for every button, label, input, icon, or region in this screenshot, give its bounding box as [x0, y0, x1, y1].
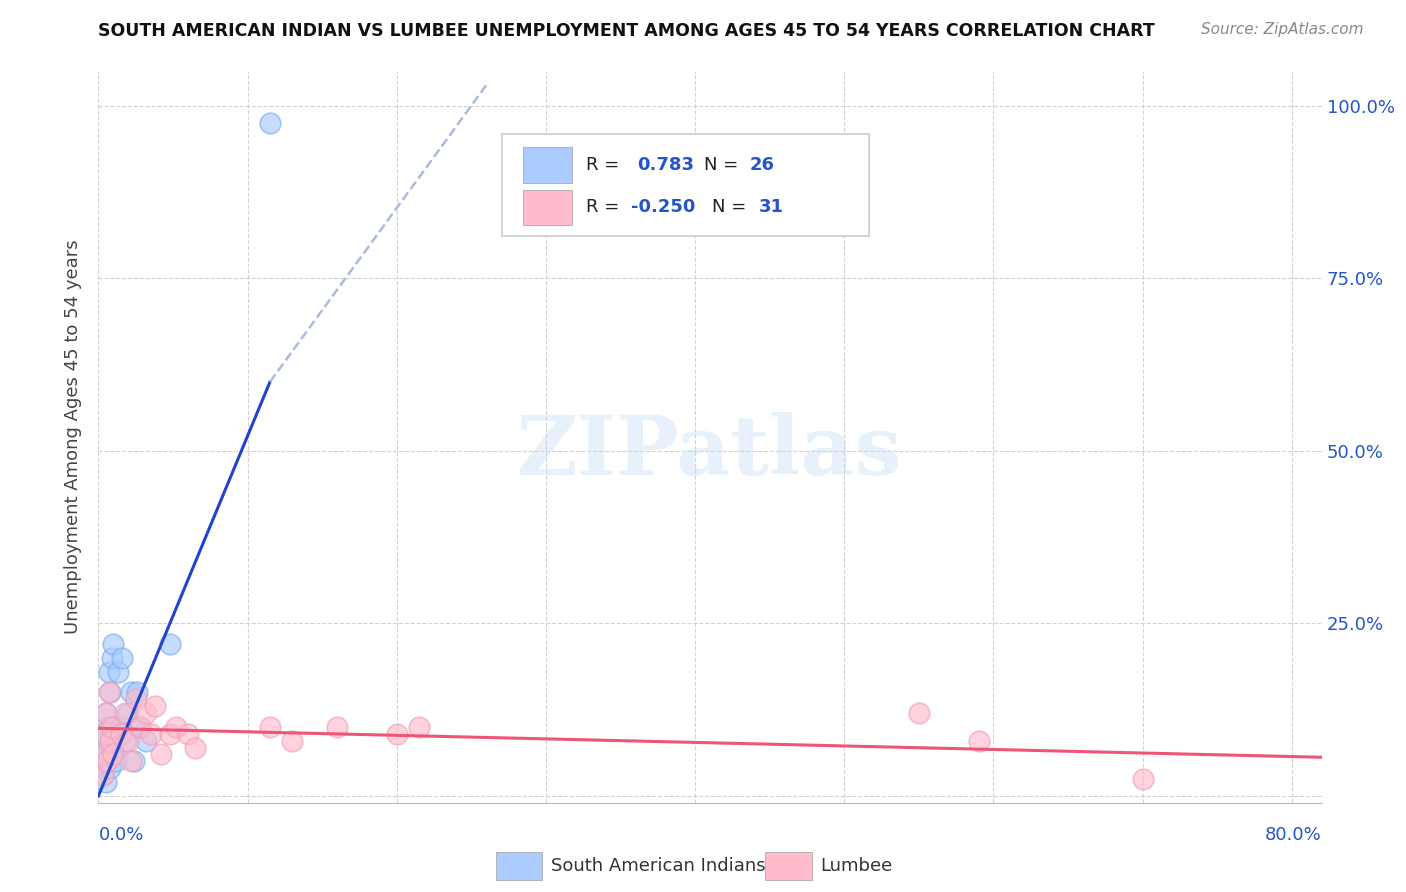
Point: [97, 665, 120, 679]
Point: [96, 755, 118, 769]
Text: South American Indians: South American Indians: [551, 856, 766, 875]
Point: [122, 755, 145, 769]
Point: [143, 699, 166, 714]
Point: [908, 706, 931, 720]
Point: [1132, 772, 1154, 786]
Point: [97, 720, 120, 734]
Point: [120, 755, 142, 769]
Text: ZIPatlas: ZIPatlas: [517, 412, 903, 491]
Text: 31: 31: [759, 198, 785, 217]
Point: [103, 740, 125, 755]
Point: [94, 727, 117, 741]
Point: [94, 733, 117, 747]
Point: [259, 720, 281, 734]
Point: [110, 727, 132, 741]
Point: [110, 720, 132, 734]
Point: [94, 706, 117, 720]
Point: [98, 685, 121, 699]
Point: [103, 637, 125, 651]
Text: 0.0%: 0.0%: [98, 826, 143, 844]
Point: [117, 706, 139, 720]
Point: [259, 116, 281, 130]
Text: 26: 26: [749, 156, 775, 174]
Point: [91, 768, 114, 782]
Y-axis label: Unemployment Among Ages 45 to 54 years: Unemployment Among Ages 45 to 54 years: [65, 240, 83, 634]
Point: [159, 637, 181, 651]
FancyBboxPatch shape: [496, 852, 543, 880]
Point: [129, 720, 152, 734]
Point: [101, 720, 124, 734]
Point: [177, 727, 200, 741]
Point: [98, 733, 121, 747]
Point: [94, 706, 117, 720]
Point: [184, 740, 207, 755]
FancyBboxPatch shape: [523, 190, 572, 225]
Point: [93, 747, 115, 762]
Point: [139, 727, 162, 741]
Point: [101, 651, 124, 665]
Point: [93, 747, 115, 762]
Point: [96, 755, 118, 769]
Point: [281, 733, 304, 747]
Point: [114, 733, 136, 747]
Point: [165, 720, 187, 734]
Point: [107, 665, 129, 679]
Point: [111, 651, 134, 665]
Point: [385, 727, 408, 741]
Text: 80.0%: 80.0%: [1265, 826, 1322, 844]
Point: [135, 706, 157, 720]
Point: [91, 768, 114, 782]
Point: [127, 685, 149, 699]
Point: [94, 775, 117, 789]
Point: [408, 720, 430, 734]
Text: R =: R =: [586, 156, 631, 174]
Point: [129, 720, 152, 734]
Text: Source: ZipAtlas.com: Source: ZipAtlas.com: [1201, 22, 1364, 37]
Point: [159, 727, 181, 741]
Text: SOUTH AMERICAN INDIAN VS LUMBEE UNEMPLOYMENT AMONG AGES 45 TO 54 YEARS CORRELATI: SOUTH AMERICAN INDIAN VS LUMBEE UNEMPLOY…: [98, 22, 1156, 40]
Point: [150, 747, 173, 762]
Text: Lumbee: Lumbee: [820, 856, 893, 875]
Text: -0.250: -0.250: [630, 198, 695, 217]
FancyBboxPatch shape: [523, 147, 572, 183]
Point: [98, 761, 121, 775]
Point: [125, 692, 148, 706]
Point: [103, 747, 125, 762]
FancyBboxPatch shape: [765, 852, 811, 880]
Text: N =: N =: [713, 198, 758, 217]
Text: N =: N =: [704, 156, 744, 174]
Point: [326, 720, 349, 734]
Point: [105, 755, 128, 769]
Text: R =: R =: [586, 198, 626, 217]
Point: [117, 733, 139, 747]
Point: [97, 685, 120, 699]
Point: [114, 706, 136, 720]
Text: 0.783: 0.783: [637, 156, 693, 174]
Point: [135, 733, 157, 747]
FancyBboxPatch shape: [502, 134, 869, 235]
Point: [120, 685, 142, 699]
Point: [967, 733, 990, 747]
